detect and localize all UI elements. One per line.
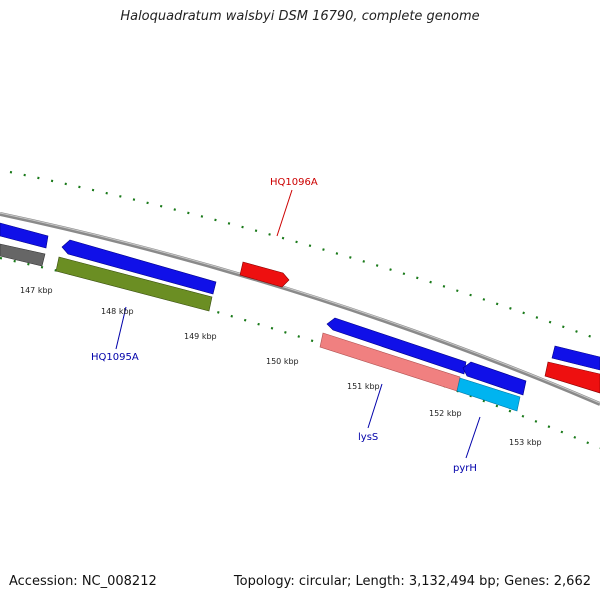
scale-label-151: 151 kbp: [347, 382, 380, 391]
inner-tick-track: [0, 256, 600, 450]
gene-arrow-blue-pyrh: [462, 361, 527, 396]
hq1095a-pointer: [115, 306, 127, 350]
scale-label-148: 148 kbp: [101, 307, 134, 316]
gene-label-hq1095a[interactable]: HQ1095A: [91, 352, 139, 363]
genome-title: Haloquadratum walsbyi DSM 16790, complet…: [120, 9, 480, 24]
gene-arrow-gray-left-edge: [0, 243, 46, 267]
genome-summary-text: Topology: circular; Length: 3,132,494 bp…: [233, 574, 591, 589]
scale-label-152: 152 kbp: [429, 409, 462, 418]
pyrh-pointer: [465, 416, 481, 459]
lyss-pointer: [367, 383, 383, 429]
gene-arrow-blue-right-edge: [551, 345, 600, 371]
genome-backbone: [0, 212, 600, 406]
gene-arrow-blue-lyss: [326, 317, 467, 375]
scale-label-150: 150 kbp: [266, 357, 299, 366]
gene-hq1095a-bar: [55, 256, 213, 312]
gene-arrow-blue-left-edge: [0, 222, 49, 249]
scale-label-153: 153 kbp: [509, 438, 542, 447]
scale-label-149: 149 kbp: [184, 332, 217, 341]
outer-tick-track: [9, 170, 600, 342]
hq1096a-pointer: [276, 189, 293, 237]
gene-arrow-red-right-edge: [544, 361, 600, 394]
gene-hq1096a-arrow: [239, 261, 290, 288]
gene-label-pyrh[interactable]: pyrH: [453, 463, 477, 474]
gene-arrow-blue-hq1095: [61, 239, 217, 295]
genome-backbone-highlight: [0, 212, 600, 404]
gene-pyrh-bar: [456, 377, 521, 412]
scale-label-147: 147 kbp: [20, 286, 53, 295]
gene-label-hq1096a[interactable]: HQ1096A: [270, 177, 318, 188]
accession-text: Accession: NC_008212: [9, 574, 157, 589]
gene-label-lyss[interactable]: lysS: [358, 432, 378, 443]
